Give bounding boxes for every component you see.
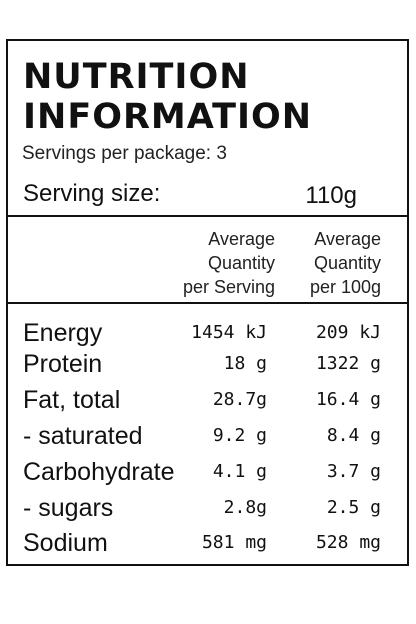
nutrient-name: Carbohydrate xyxy=(23,458,175,486)
nutrient-row-fat-total: Fat, total 28.7g 16.4 g xyxy=(8,382,407,418)
nutrient-name: Protein xyxy=(23,350,103,378)
nutrient-row-saturated: - saturated 9.2 g 8.4 g xyxy=(8,418,407,454)
panel-title: NUTRITION INFORMATION xyxy=(23,57,312,137)
nutrient-name: Fat, total xyxy=(23,386,121,414)
value-per-100g: 3.7 g xyxy=(326,461,381,482)
value-per-serving: 1454 kJ xyxy=(191,322,267,343)
nutrient-name: - saturated xyxy=(23,422,143,450)
value-per-serving: 581 mg xyxy=(201,532,267,553)
title-line-2: INFORMATION xyxy=(23,97,313,137)
value-per-serving: 18 g xyxy=(223,353,267,374)
column-header-line: Quantity xyxy=(313,253,381,273)
divider xyxy=(8,302,407,304)
nutrient-row-sodium: Sodium 581 mg 528 mg xyxy=(8,525,407,561)
value-per-100g: 209 kJ xyxy=(315,322,381,343)
title-line-1: NUTRITION xyxy=(23,57,250,97)
nutrient-name: Sodium xyxy=(23,529,108,557)
value-per-100g: 8.4 g xyxy=(326,425,381,446)
serving-size-label: Serving size: xyxy=(23,180,161,207)
divider xyxy=(8,215,407,217)
nutrition-panel: NUTRITION INFORMATION Servings per packa… xyxy=(6,39,409,566)
value-per-serving: 28.7g xyxy=(212,389,267,410)
nutrient-row-sugars: - sugars 2.8g 2.5 g xyxy=(8,490,407,526)
nutrient-name: - sugars xyxy=(23,494,114,522)
nutrient-row-energy: Energy 1454 kJ 209 kJ xyxy=(8,315,407,351)
column-header-per-serving: Average Quantity per Serving xyxy=(183,227,275,299)
value-per-serving: 4.1 g xyxy=(212,461,267,482)
value-per-100g: 1322 g xyxy=(315,353,381,374)
servings-per-package: Servings per package: 3 xyxy=(22,143,227,164)
column-header-line: Average xyxy=(314,229,381,249)
value-per-100g: 16.4 g xyxy=(315,389,381,410)
nutrient-row-protein: Protein 18 g 1322 g xyxy=(8,346,407,382)
value-per-serving: 9.2 g xyxy=(212,425,267,446)
column-header-line: per Serving xyxy=(182,277,275,297)
nutrient-name: Energy xyxy=(23,319,103,347)
column-header-line: per 100g xyxy=(309,277,381,297)
value-per-100g: 2.5 g xyxy=(326,497,381,518)
column-header-line: Quantity xyxy=(207,253,275,273)
serving-size-value: 110g xyxy=(305,182,357,209)
value-per-100g: 528 mg xyxy=(315,532,381,553)
column-header-per-100g: Average Quantity per 100g xyxy=(310,227,381,299)
column-header-line: Average xyxy=(208,229,275,249)
nutrient-row-carbohydrate: Carbohydrate 4.1 g 3.7 g xyxy=(8,454,407,490)
value-per-serving: 2.8g xyxy=(223,497,267,518)
